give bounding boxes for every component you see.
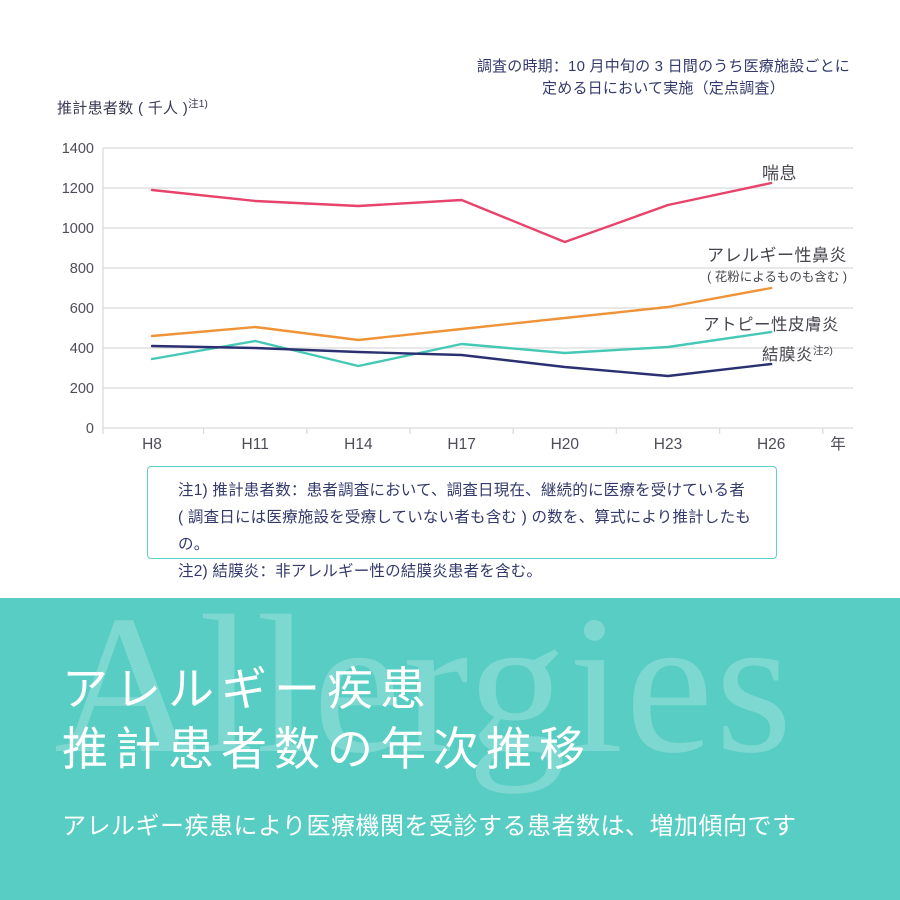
y-axis-title-text: 推計患者数 ( 千人 ) <box>57 100 189 117</box>
title-banner: Allergies アレルギー疾患 推計患者数の年次推移 アレルギー疾患により医… <box>0 598 900 900</box>
banner-title: アレルギー疾患 推計患者数の年次推移 <box>62 660 592 780</box>
banner-title-line1: アレルギー疾患 <box>62 664 433 715</box>
svg-text:H20: H20 <box>551 436 580 453</box>
svg-text:H17: H17 <box>447 436 475 453</box>
chart-section: 0 200 400 600 800 1000 1200 1400 H8 H11 H14 H17 H20 H… <box>57 56 853 580</box>
footnote-2: 注2) 結膜炎：非アレルギー性の結膜炎患者を含む。 <box>178 563 543 580</box>
footnote-1-line1: 注1) 推計患者数：患者調査において、調査日現在、継続的に医療を受けている者 <box>178 482 745 499</box>
svg-text:H23: H23 <box>654 436 682 453</box>
svg-text:600: 600 <box>70 301 94 317</box>
svg-text:1400: 1400 <box>62 141 94 157</box>
svg-text:H14: H14 <box>344 436 373 453</box>
svg-text:400: 400 <box>70 341 94 357</box>
survey-period-line1: 調査の時期：10 月中旬の 3 日間のうち医療施設ごとに <box>476 58 850 75</box>
svg-text:800: 800 <box>70 261 94 277</box>
y-axis-title: 推計患者数 ( 千人 )注1) <box>57 96 208 118</box>
banner-title-line2: 推計患者数の年次推移 <box>62 724 592 775</box>
svg-text:1000: 1000 <box>62 221 94 237</box>
series-label-rhinitis-main: アレルギー性鼻炎 <box>707 246 847 265</box>
y-axis-note-ref: 注1) <box>188 98 208 110</box>
series-label-rhinitis: アレルギー性鼻炎 ( 花粉によるものも含む ) <box>707 246 847 287</box>
series-label-conjunctivitis-note-ref: 注2) <box>813 345 833 357</box>
series-label-conjunctivitis: 結膜炎注2) <box>762 341 833 365</box>
survey-period-line2: 定める日において実施（定点調査） <box>542 80 785 97</box>
series-label-asthma: 喘息 <box>762 164 797 183</box>
banner-subtitle: アレルギー疾患により医療機関を受診する患者数は、増加傾向です <box>62 814 797 840</box>
series-label-rhinitis-sub: ( 花粉によるものも含む ) <box>707 270 847 284</box>
footnote-1-line2: ( 調査日には医療施設を受療していない者も含む ) の数を、算式により推計したも… <box>178 509 751 553</box>
series-label-dermatitis: アトピー性皮膚炎 <box>703 316 839 334</box>
line-chart: 0 200 400 600 800 1000 1200 1400 H8 H11 H14 H17 H20 H… <box>62 141 853 453</box>
svg-text:H26: H26 <box>757 436 785 453</box>
footnotes-box: 注1) 推計患者数：患者調査において、調査日現在、継続的に医療を受けている者 (… <box>147 466 777 580</box>
survey-period-annotation: 調査の時期：10 月中旬の 3 日間のうち医療施設ごとに 定める日において実施（… <box>477 56 850 100</box>
svg-text:H8: H8 <box>142 436 162 453</box>
banner-watermark: Allergies <box>54 598 795 794</box>
series-label-conjunctivitis-main: 結膜炎 <box>762 346 813 364</box>
svg-text:200: 200 <box>70 381 94 397</box>
svg-text:年: 年 <box>830 435 846 453</box>
svg-text:H11: H11 <box>242 436 269 453</box>
svg-text:1200: 1200 <box>62 181 94 197</box>
svg-text:0: 0 <box>86 421 94 437</box>
